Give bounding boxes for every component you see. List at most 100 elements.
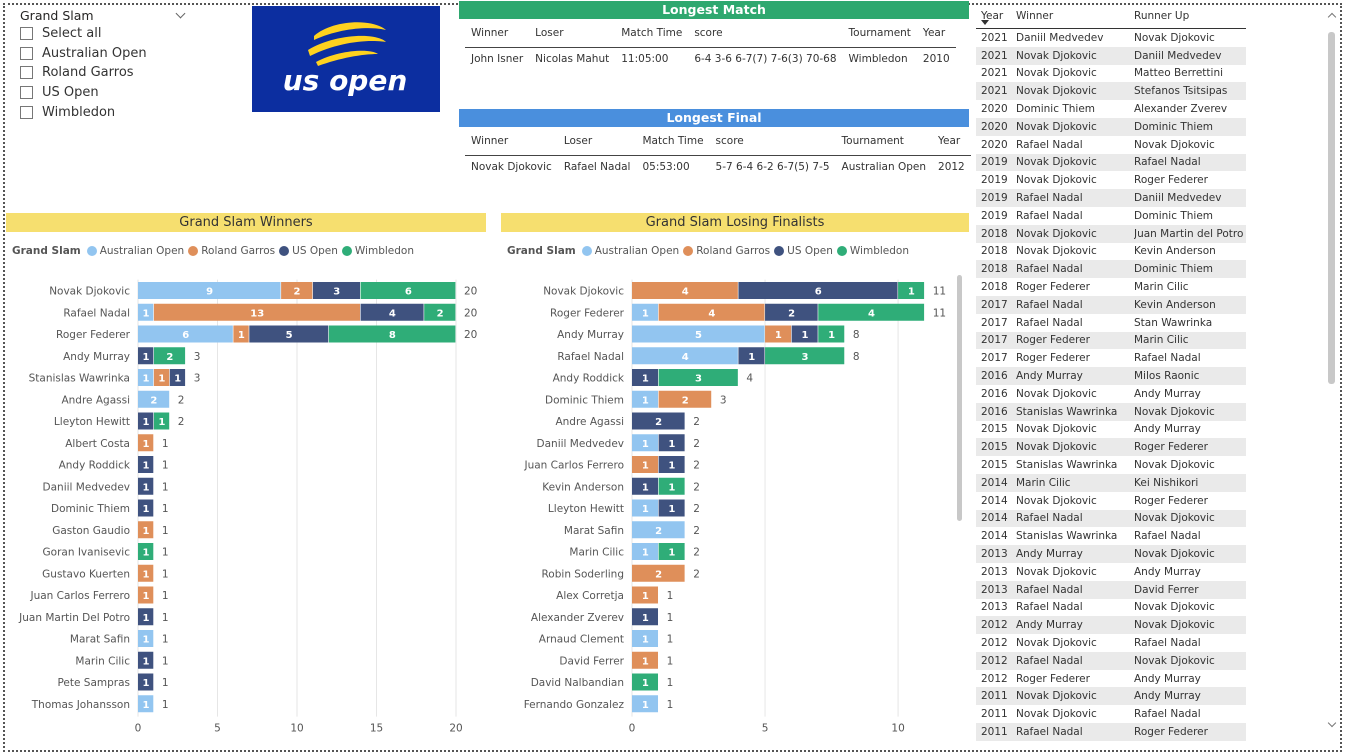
bar-segment-wimbledon[interactable]	[765, 347, 845, 365]
bar-segment-australian-open[interactable]	[138, 630, 154, 647]
bar-segment-wimbledon[interactable]	[658, 543, 685, 560]
bar-segment-australian-open[interactable]	[632, 630, 659, 647]
table-row[interactable]: 2012 Roger Federer Andy Murray	[976, 670, 1246, 688]
bar-segment-us-open[interactable]	[658, 434, 685, 452]
bar-segment-us-open[interactable]	[658, 456, 685, 473]
table-row[interactable]: 2015 Novak Djokovic Andy Murray	[976, 421, 1246, 439]
checkbox[interactable]	[20, 66, 33, 80]
table-row[interactable]: 2016 Andy Murray Milos Raonic	[976, 367, 1246, 385]
table-row[interactable]: 2021 Novak Djokovic Daniil Medvedev	[976, 46, 1246, 65]
bar-segment-us-open[interactable]	[312, 282, 360, 299]
bar-segment-wimbledon[interactable]	[818, 303, 925, 321]
table-row[interactable]: 2012 Novak Djokovic Rafael Nadal	[976, 634, 1246, 652]
bar-segment-australian-open[interactable]	[632, 499, 659, 517]
table-row[interactable]: 2018 Novak Djokovic Kevin Anderson	[976, 243, 1246, 261]
bar-segment-us-open[interactable]	[138, 456, 154, 473]
bar-segment-us-open[interactable]	[658, 499, 685, 517]
bar-segment-roland-garros[interactable]	[138, 564, 154, 582]
col-header-match-time[interactable]: Match Time	[636, 127, 710, 156]
legend-item-australian-open[interactable]: Australian Open	[581, 245, 679, 257]
legend-item-us-open[interactable]: US Open	[774, 245, 833, 257]
bar-segment-roland-garros[interactable]	[632, 456, 659, 473]
bar-segment-us-open[interactable]	[249, 325, 329, 343]
table-row[interactable]: 2012 Andy Murray Novak Djokovic	[976, 616, 1246, 635]
bar-segment-us-open[interactable]	[765, 303, 818, 321]
bar-segment-us-open[interactable]	[138, 499, 154, 517]
bar-segment-wimbledon[interactable]	[153, 412, 170, 430]
results-scrollbar[interactable]	[1326, 8, 1337, 732]
table-row[interactable]: 2015 Novak Djokovic Roger Federer	[976, 438, 1246, 457]
table-row[interactable]: 2014 Novak Djokovic Roger Federer	[976, 492, 1246, 510]
bar-segment-roland-garros[interactable]	[233, 325, 249, 343]
table-row[interactable]: 2011 Novak Djokovic Andy Murray	[976, 687, 1246, 706]
bar-segment-us-open[interactable]	[632, 477, 659, 495]
table-row[interactable]: 2018 Rafael Nadal Dominic Thiem	[976, 260, 1246, 279]
slicer-item-wimbledon[interactable]: Wimbledon	[20, 102, 190, 122]
bar-segment-roland-garros[interactable]	[632, 651, 659, 669]
table-row[interactable]: 2017 Roger Federer Marin Cilic	[976, 331, 1246, 350]
bar-segment-us-open[interactable]	[632, 608, 659, 626]
table-row[interactable]: 2013 Andy Murray Novak Djokovic	[976, 545, 1246, 563]
bar-segment-australian-open[interactable]	[632, 543, 659, 560]
bar-segment-us-open[interactable]	[632, 369, 659, 386]
bar-segment-wimbledon[interactable]	[632, 673, 659, 691]
table-row[interactable]: 2017 Rafael Nadal Stan Wawrinka	[976, 314, 1246, 332]
checkbox[interactable]	[20, 46, 33, 60]
table-row[interactable]: 2017 Roger Federer Rafael Nadal	[976, 349, 1246, 367]
table-row[interactable]: 2016 Novak Djokovic Andy Murray	[976, 385, 1246, 403]
table-row[interactable]: 2019 Novak Djokovic Rafael Nadal	[976, 153, 1246, 172]
bar-segment-us-open[interactable]	[138, 608, 154, 626]
col-header-year[interactable]: Year	[916, 19, 956, 48]
table-row[interactable]: 2020 Rafael Nadal Novak Djokovic	[976, 136, 1246, 154]
bar-segment-roland-garros[interactable]	[765, 325, 792, 343]
table-row[interactable]: 2020 Novak Djokovic Dominic Thiem	[976, 117, 1246, 136]
bar-segment-wimbledon[interactable]	[658, 369, 738, 386]
table-row[interactable]: 2013 Rafael Nadal David Ferrer	[976, 580, 1246, 599]
checkbox[interactable]	[20, 86, 33, 100]
bar-segment-roland-garros[interactable]	[153, 303, 360, 321]
col-header-match-time[interactable]: Match Time	[615, 19, 689, 48]
table-row[interactable]: 2017 Rafael Nadal Kevin Anderson	[976, 295, 1246, 314]
bar-segment-us-open[interactable]	[169, 369, 186, 386]
bar-segment-wimbledon[interactable]	[153, 347, 186, 365]
slicer-item-select-all[interactable]: Select all	[20, 24, 190, 44]
bar-segment-us-open[interactable]	[138, 673, 154, 691]
legend-item-wimbledon[interactable]: Wimbledon	[341, 245, 414, 257]
checkbox[interactable]	[20, 27, 33, 41]
bar-segment-roland-garros[interactable]	[138, 586, 154, 604]
bar-segment-us-open[interactable]	[738, 282, 898, 299]
bar-segment-wimbledon[interactable]	[424, 303, 456, 321]
table-row[interactable]: 2019 Rafael Nadal Daniil Medvedev	[976, 189, 1246, 207]
bar-segment-us-open[interactable]	[138, 651, 154, 669]
bar-segment-us-open[interactable]	[738, 347, 765, 365]
table-row[interactable]: 2018 Novak Djokovic Juan Martin del Potro	[976, 224, 1246, 243]
table-row[interactable]: 2014 Rafael Nadal Novak Djokovic	[976, 509, 1246, 528]
table-row[interactable]: 2021 Novak Djokovic Matteo Berrettini	[976, 65, 1246, 83]
bar-segment-roland-garros[interactable]	[632, 586, 659, 604]
table-row[interactable]: 2015 Stanislas Wawrinka Novak Djokovic	[976, 456, 1246, 474]
bar-segment-roland-garros[interactable]	[138, 521, 154, 539]
col-header-score[interactable]: score	[709, 127, 836, 156]
table-row[interactable]: 2019 Rafael Nadal Dominic Thiem	[976, 207, 1246, 225]
bar-segment-us-open[interactable]	[791, 325, 818, 343]
bar-segment-us-open[interactable]	[138, 477, 154, 495]
bar-segment-roland-garros[interactable]	[658, 303, 765, 321]
table-row[interactable]: 2021 Novak Djokovic Stefanos Tsitsipas	[976, 82, 1246, 101]
bar-segment-australian-open[interactable]	[632, 434, 659, 452]
col-header-score[interactable]: score	[688, 19, 843, 48]
bar-segment-wimbledon[interactable]	[658, 477, 685, 495]
table-row[interactable]: 2019 Novak Djokovic Roger Federer	[976, 171, 1246, 189]
bar-segment-roland-garros[interactable]	[281, 282, 313, 299]
chevron-down-icon[interactable]	[175, 8, 186, 18]
legend-item-australian-open[interactable]: Australian Open	[86, 245, 184, 257]
table-row[interactable]: 2011 Novak Djokovic Rafael Nadal	[976, 705, 1246, 723]
bar-segment-australian-open[interactable]	[632, 303, 659, 321]
slicer-header[interactable]: Grand Slam	[20, 6, 190, 24]
grand-slam-slicer[interactable]: Grand Slam Select all Australian Open Rola…	[20, 6, 190, 122]
slicer-item-australian-open[interactable]: Australian Open	[20, 44, 190, 64]
bar-segment-australian-open[interactable]	[632, 695, 659, 713]
legend-item-wimbledon[interactable]: Wimbledon	[836, 245, 909, 257]
bar-segment-australian-open[interactable]	[138, 282, 281, 299]
bar-segment-australian-open[interactable]	[138, 325, 233, 343]
table-row[interactable]: 2016 Stanislas Wawrinka Novak Djokovic	[976, 402, 1246, 421]
